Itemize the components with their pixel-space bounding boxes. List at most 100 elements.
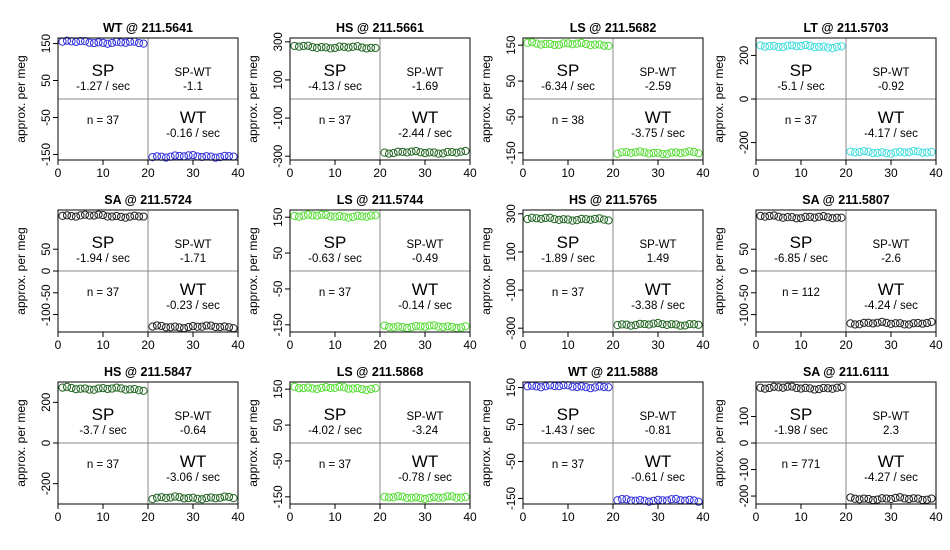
sp-point bbox=[523, 214, 532, 224]
diff-value: -1.71 bbox=[180, 253, 206, 265]
wt-point bbox=[895, 493, 905, 502]
y-tick-label: -100 bbox=[506, 279, 518, 302]
wt-point bbox=[184, 322, 193, 332]
x-tick-label: 20 bbox=[373, 338, 387, 352]
y-tick-label: 0 bbox=[739, 440, 751, 446]
wt-point bbox=[644, 497, 654, 506]
x-tick-label: 30 bbox=[186, 166, 200, 180]
sp-point bbox=[294, 42, 304, 51]
sp-point bbox=[756, 211, 765, 220]
wt-point bbox=[224, 323, 234, 332]
y-tick-label: -200 bbox=[739, 485, 751, 508]
wt-point bbox=[617, 495, 627, 504]
x-tick-label: 30 bbox=[884, 510, 898, 524]
sp-point bbox=[796, 384, 806, 393]
wt-point bbox=[626, 148, 636, 157]
sp-point bbox=[321, 383, 331, 392]
x-tick-label: 30 bbox=[418, 166, 432, 180]
x-tick-label: 10 bbox=[561, 338, 575, 352]
sp-rate: -5.1 / sec bbox=[777, 81, 825, 93]
x-tick-label: 30 bbox=[884, 166, 898, 180]
sp-point bbox=[783, 213, 792, 222]
wt-rate: -3.38 / sec bbox=[631, 300, 685, 312]
y-tick-label: -150 bbox=[506, 487, 518, 510]
sp-point bbox=[837, 213, 846, 222]
x-tick-label: 30 bbox=[651, 338, 665, 352]
wt-point bbox=[380, 321, 389, 330]
sp-label: SP bbox=[557, 405, 580, 424]
wt-point bbox=[420, 322, 430, 331]
diff-label: SP-WT bbox=[639, 67, 676, 79]
x-tick-label: 20 bbox=[606, 338, 620, 352]
wt-point bbox=[855, 147, 864, 157]
wt-point bbox=[667, 148, 676, 157]
wt-point bbox=[644, 149, 654, 158]
sp-point bbox=[344, 43, 353, 52]
sp-point bbox=[590, 40, 600, 49]
sp-point bbox=[590, 383, 600, 392]
sp-point bbox=[563, 39, 573, 48]
sp-point bbox=[348, 212, 358, 221]
wt-point bbox=[152, 493, 162, 502]
wt-label: WT bbox=[878, 280, 904, 299]
y-tick-label: -50 bbox=[273, 281, 285, 298]
sp-point bbox=[85, 385, 94, 394]
x-tick-label: 40 bbox=[231, 510, 245, 524]
wt-point bbox=[622, 320, 631, 329]
wt-point bbox=[443, 322, 452, 331]
y-axis-label: approx. per meg bbox=[246, 55, 260, 142]
wt-point bbox=[864, 494, 873, 504]
x-tick-label: 30 bbox=[418, 510, 432, 524]
wt-point bbox=[886, 494, 896, 504]
wt-point bbox=[411, 493, 421, 502]
sp-point bbox=[303, 210, 313, 219]
sp-point bbox=[568, 382, 577, 391]
n-label: n = 37 bbox=[319, 459, 351, 471]
x-tick-label: 30 bbox=[651, 166, 665, 180]
sp-point bbox=[89, 38, 99, 48]
sp-point bbox=[112, 383, 121, 392]
wt-point bbox=[206, 321, 216, 330]
sp-label: SP bbox=[324, 61, 347, 80]
wt-point bbox=[456, 493, 466, 502]
wt-label: WT bbox=[412, 108, 438, 127]
wt-point bbox=[662, 496, 672, 505]
n-label: n = 37 bbox=[319, 287, 351, 299]
wt-point bbox=[671, 320, 681, 329]
n-label: n = 112 bbox=[782, 287, 820, 299]
y-tick-label: 50 bbox=[273, 419, 285, 432]
sp-point bbox=[371, 211, 380, 220]
wt-point bbox=[148, 494, 157, 504]
sp-point bbox=[586, 215, 595, 224]
sp-point bbox=[317, 383, 326, 392]
wt-label: WT bbox=[180, 108, 206, 127]
wt-point bbox=[447, 492, 457, 501]
sp-point bbox=[756, 41, 765, 50]
wt-point bbox=[850, 494, 860, 503]
wt-point bbox=[855, 495, 864, 504]
sp-point bbox=[810, 43, 819, 52]
wt-point bbox=[420, 494, 430, 504]
wt-point bbox=[188, 493, 198, 502]
sp-point bbox=[308, 384, 317, 393]
sp-point bbox=[366, 211, 376, 220]
sp-point bbox=[94, 210, 103, 219]
sp-point bbox=[801, 40, 810, 50]
sp-point bbox=[581, 383, 591, 392]
x-tick-label: 10 bbox=[794, 166, 808, 180]
wt-point bbox=[224, 492, 234, 502]
sp-point bbox=[62, 382, 72, 391]
sp-point bbox=[801, 212, 810, 221]
wt-rate: -4.17 / sec bbox=[864, 128, 918, 140]
y-tick-label: 150 bbox=[273, 208, 285, 227]
n-label: n = 37 bbox=[87, 287, 119, 299]
wt-point bbox=[197, 322, 207, 331]
diff-value: -0.64 bbox=[180, 425, 207, 437]
sp-point bbox=[371, 384, 380, 393]
wt-point bbox=[850, 148, 860, 157]
x-tick-label: 30 bbox=[418, 338, 432, 352]
wt-point bbox=[900, 148, 909, 157]
x-tick-label: 20 bbox=[373, 510, 387, 524]
sp-point bbox=[532, 214, 541, 223]
